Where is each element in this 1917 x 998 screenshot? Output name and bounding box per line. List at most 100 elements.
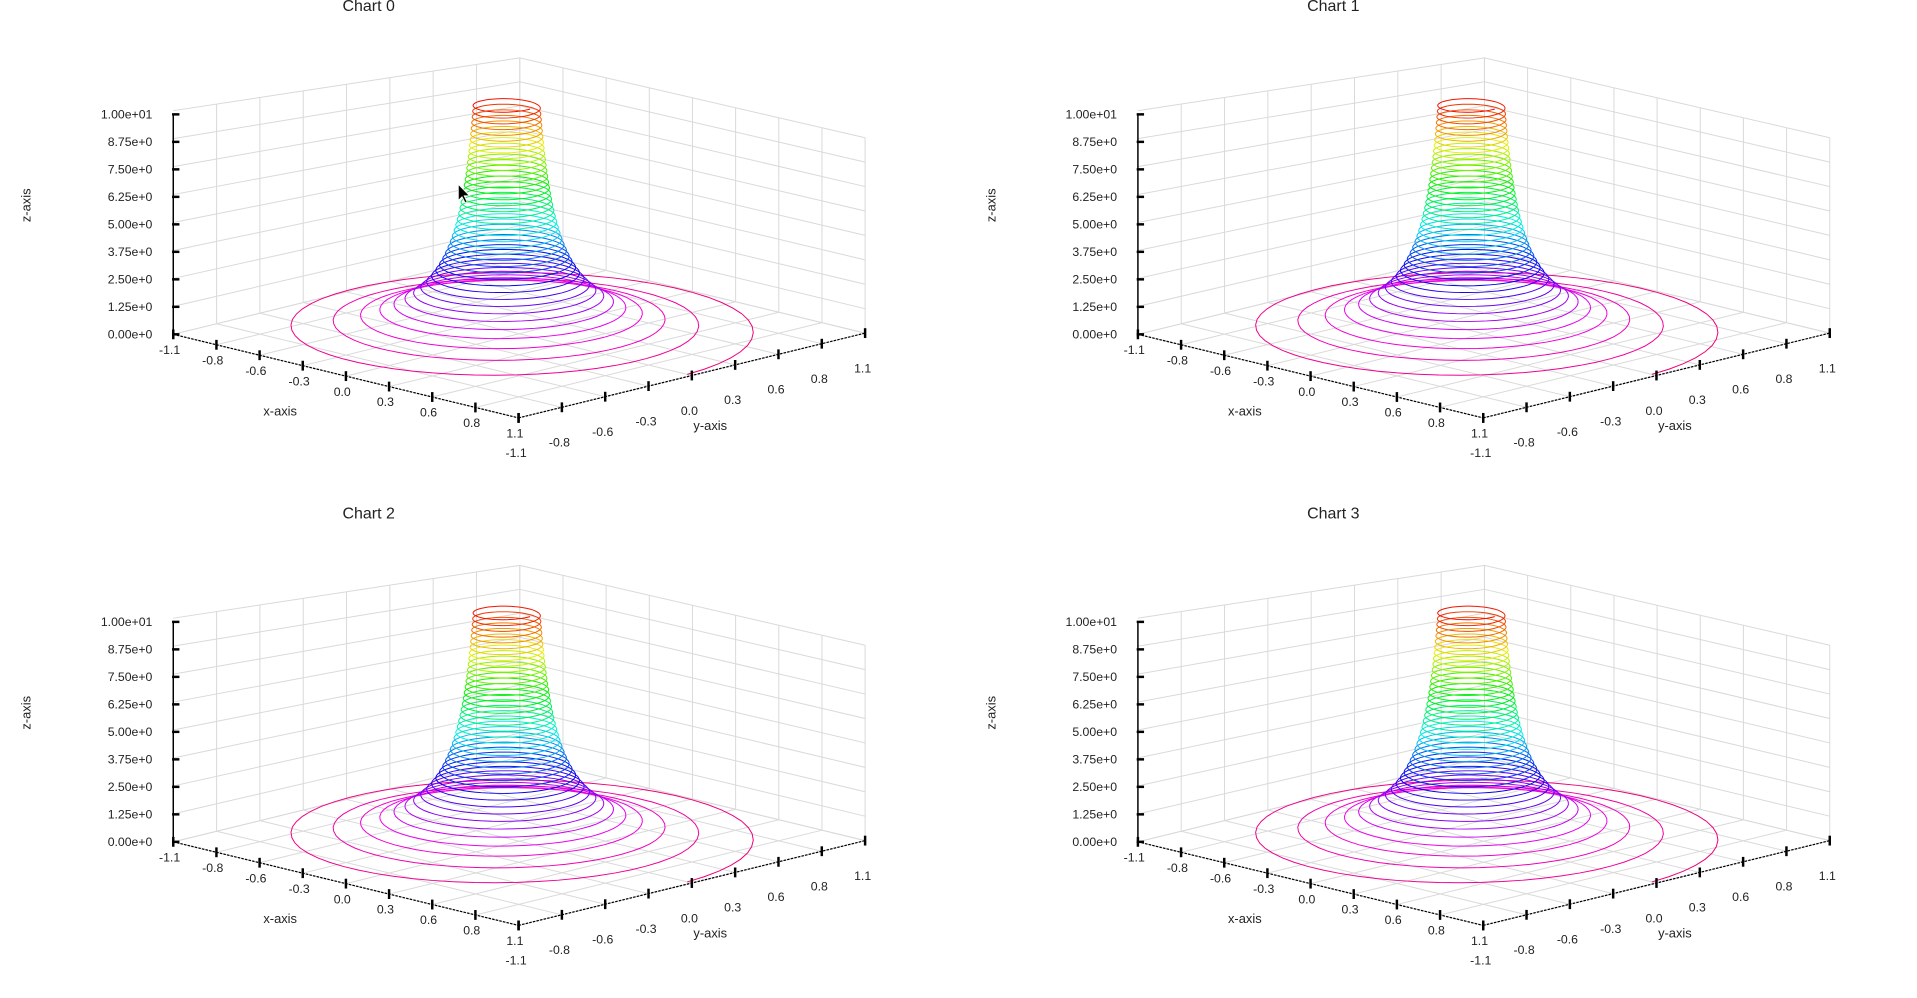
helix-segment [482, 103, 516, 107]
helix-segment [1417, 865, 1611, 884]
helix-segment [1481, 154, 1510, 163]
helix-segment [469, 133, 481, 143]
gridline [432, 311, 779, 398]
helix-segment [464, 700, 496, 708]
helix-segment [1460, 183, 1501, 189]
helix-segment [1432, 677, 1462, 685]
helix-segment [1458, 732, 1506, 738]
helix-segment [463, 854, 622, 869]
helix-segment [1436, 643, 1462, 650]
helix-segment [477, 164, 518, 168]
y-tick-label: -0.6 [1557, 933, 1578, 947]
x-tick-label: -0.6 [1210, 871, 1231, 885]
helix-segment [1439, 328, 1557, 340]
helix-segment [465, 694, 496, 702]
z-tick-label: 1.25e+0 [1072, 300, 1117, 314]
z-tick-label: 2.50e+0 [1072, 273, 1117, 287]
helix-segment [1427, 346, 1586, 361]
helix-segment [1409, 750, 1429, 765]
helix-segment [1426, 189, 1440, 200]
helix-segment [1494, 613, 1506, 623]
helix-segment [433, 787, 488, 801]
helix-segment [1433, 665, 1462, 673]
helix-segment [481, 622, 516, 626]
helix-segment [548, 246, 567, 262]
helix-segment [1418, 746, 1458, 756]
helix-segment [1445, 131, 1481, 135]
helix-segment [1458, 738, 1507, 744]
helix-segment [464, 234, 523, 239]
helix-segment [1482, 186, 1515, 197]
helix-segment [481, 120, 516, 124]
y-axis-label: y-axis [1658, 418, 1692, 433]
helix-segment [470, 635, 482, 644]
helix-segment [1433, 139, 1446, 148]
helix-segment [1456, 248, 1511, 255]
helix-segment [540, 720, 556, 734]
helix-segment [1434, 336, 1569, 350]
z-tick-label: 1.00e+01 [101, 615, 153, 629]
y-tick-label: -1.1 [1470, 446, 1491, 460]
helix-segment [1441, 170, 1483, 174]
helix-segment [554, 786, 691, 820]
helix-segment [517, 181, 550, 191]
helix-segment [534, 669, 547, 681]
helix-segment [1430, 161, 1444, 171]
helix-segment [1429, 741, 1487, 747]
gridline [1439, 322, 1787, 408]
helix-segment [1418, 221, 1435, 235]
helix-segment [1438, 614, 1463, 621]
helix-segment [1428, 198, 1460, 207]
helix-segment [1526, 273, 1550, 294]
helix-segment [484, 806, 566, 815]
helix-segment [480, 639, 517, 643]
helix-segment [494, 213, 540, 219]
helix-segment [535, 167, 548, 179]
helix-segment [474, 191, 519, 196]
helix-segment [1479, 606, 1505, 614]
helix-segment [1481, 165, 1512, 174]
helix-segment [497, 621, 531, 627]
helix-segment [480, 820, 577, 830]
helix-segment [547, 240, 565, 256]
helix-segment [480, 312, 577, 323]
helix-segment [1480, 611, 1505, 620]
helix-segment [1504, 714, 1519, 728]
helix-segment [1438, 106, 1463, 113]
helix-segment [482, 605, 516, 609]
helix-segment [1437, 118, 1463, 125]
helix-segment [1460, 685, 1500, 691]
helix-segment [482, 611, 516, 615]
helix-segment [1534, 283, 1562, 307]
helix-segment [1517, 256, 1538, 275]
helix-segment [1459, 207, 1504, 213]
helix-segment [438, 781, 489, 794]
helix-segment [1431, 683, 1461, 691]
helix-segment [1451, 285, 1524, 294]
helix-segment [474, 328, 593, 340]
helix-segment [1439, 186, 1483, 191]
z-tick-label: 1.25e+0 [108, 300, 153, 314]
helix-segment [517, 667, 546, 676]
helix-segment [570, 791, 597, 815]
helix-segment [461, 717, 495, 726]
helix-segment [480, 137, 517, 141]
helix-segment [1453, 780, 1518, 788]
helix-segment [457, 227, 494, 237]
helix-segment [1498, 663, 1511, 675]
helix-segment [1530, 786, 1555, 808]
helix-segment [471, 111, 483, 120]
helix-segment [494, 218, 541, 225]
helix-segment [469, 646, 481, 656]
grid [173, 57, 866, 419]
y-tick-label: 0.3 [724, 393, 741, 407]
helix-segment [340, 839, 464, 868]
helix-segment [1435, 629, 1447, 639]
x-tick-label: 1.1 [1471, 934, 1488, 948]
helix-segment [453, 221, 470, 235]
helix-segment [1416, 227, 1433, 240]
helix-segment [516, 148, 545, 158]
helix-segment [469, 641, 481, 650]
x-tick-label: 0.6 [420, 913, 437, 927]
